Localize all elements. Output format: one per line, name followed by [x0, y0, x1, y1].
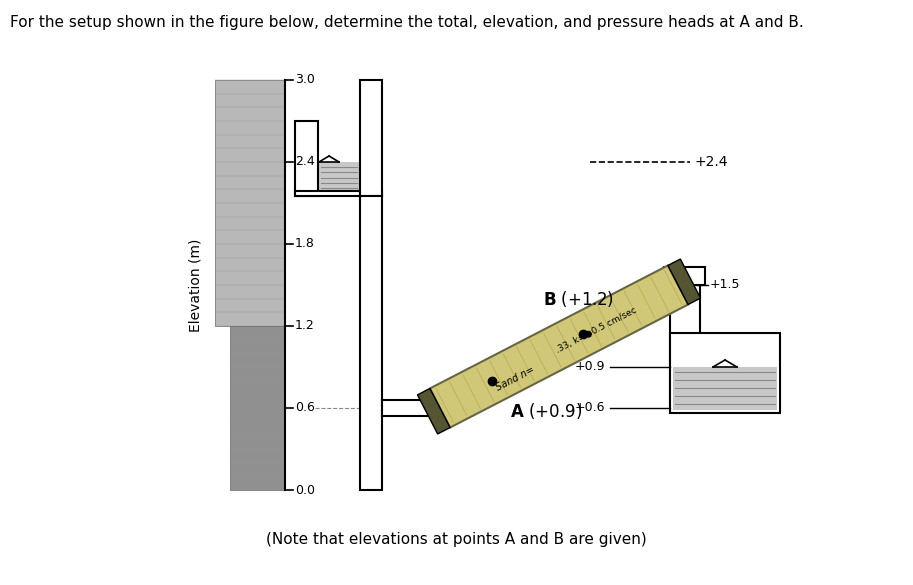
Text: .33, k=●0.5 cm/sec: .33, k=●0.5 cm/sec: [554, 306, 638, 355]
Text: (Note that elevations at points A and B are given): (Note that elevations at points A and B …: [266, 532, 646, 547]
Polygon shape: [430, 266, 688, 428]
Bar: [382, 400, 440, 416]
Text: +1.5: +1.5: [710, 278, 740, 291]
Text: +2.4: +2.4: [695, 155, 729, 169]
Text: 1.2: 1.2: [295, 319, 315, 332]
Polygon shape: [668, 259, 700, 305]
Bar: [295, 191, 382, 196]
Bar: [670, 333, 780, 413]
Bar: [295, 121, 318, 196]
Bar: [360, 196, 382, 490]
Bar: [230, 326, 285, 490]
Text: $\mathbf{A}$ (+0.9): $\mathbf{A}$ (+0.9): [510, 401, 582, 421]
Polygon shape: [417, 388, 450, 434]
Bar: [664, 267, 705, 285]
Text: Sand n=: Sand n=: [494, 364, 536, 393]
Bar: [673, 367, 777, 410]
Text: 0.0: 0.0: [295, 483, 315, 497]
Text: +0.9: +0.9: [574, 360, 605, 373]
Text: For the setup shown in the figure below, determine the total, elevation, and pre: For the setup shown in the figure below,…: [10, 15, 803, 30]
Text: 1.8: 1.8: [295, 238, 315, 250]
Bar: [215, 80, 285, 326]
Bar: [670, 285, 700, 408]
Text: +0.6: +0.6: [574, 401, 605, 415]
Bar: [318, 162, 360, 193]
Bar: [360, 80, 382, 196]
Text: Elevation (m): Elevation (m): [188, 238, 202, 332]
Text: 0.6: 0.6: [295, 401, 315, 415]
Text: 2.4: 2.4: [295, 156, 315, 168]
Text: $\mathbf{B}$ (+1.2): $\mathbf{B}$ (+1.2): [543, 289, 614, 309]
Text: 3.0: 3.0: [295, 74, 315, 87]
